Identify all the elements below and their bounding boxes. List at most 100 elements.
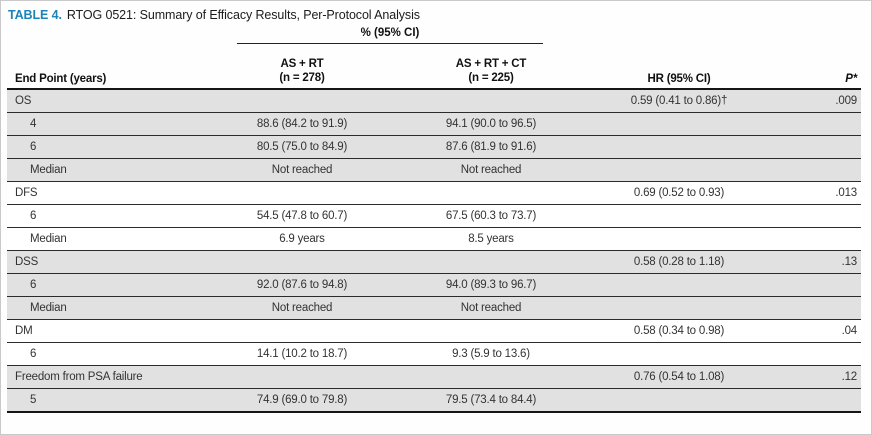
- hr-cell: [581, 113, 777, 135]
- endpoint-cell: 4: [30, 118, 37, 130]
- table-row: 6 80.5 (75.0 to 84.9) 87.6 (81.9 to 91.6…: [7, 135, 861, 158]
- table-row: 5 74.9 (69.0 to 79.8) 79.5 (73.4 to 84.4…: [7, 388, 861, 411]
- table-row: DFS 0.69 (0.52 to 0.93) .013: [7, 181, 861, 204]
- endpoint-cell: 6: [30, 141, 37, 153]
- endpoint-cell: 5: [30, 394, 37, 406]
- arm1-cell: [203, 366, 401, 388]
- endpoint-cell: 6: [30, 348, 37, 360]
- arm2-cell: [401, 251, 581, 273]
- hr-cell: [581, 159, 777, 181]
- hr-cell: [581, 343, 777, 365]
- arm1-cell: 80.5 (75.0 to 84.9): [256, 141, 348, 153]
- column-header-endpoint: End Point (years): [15, 73, 107, 85]
- hr-cell: [581, 136, 777, 158]
- p-cell: [777, 297, 861, 319]
- hr-cell: 0.59 (0.41 to 0.86)†: [630, 95, 728, 107]
- p-cell: .12: [841, 371, 858, 383]
- table-row: Freedom from PSA failure 0.76 (0.54 to 1…: [7, 365, 861, 388]
- arm1-cell: 6.9 years: [279, 233, 325, 245]
- endpoint-cell: Median: [30, 302, 67, 314]
- hr-cell: 0.69 (0.52 to 0.93): [633, 187, 725, 199]
- endpoint-cell: 6: [30, 210, 37, 222]
- hr-cell: 0.58 (0.34 to 0.98): [633, 325, 725, 337]
- arm2-cell: 94.0 (89.3 to 96.7): [445, 279, 537, 291]
- table-row: 4 88.6 (84.2 to 91.9) 94.1 (90.0 to 96.5…: [7, 112, 861, 135]
- table-row: Median Not reached Not reached: [7, 296, 861, 319]
- hr-cell: [581, 205, 777, 227]
- endpoint-cell: 6: [30, 279, 37, 291]
- arm2-cell: Not reached: [460, 302, 522, 314]
- endpoint-cell: OS: [15, 95, 32, 107]
- arm2-cell: Not reached: [460, 164, 522, 176]
- p-cell: [777, 343, 861, 365]
- arm2-cell: 8.5 years: [468, 233, 514, 245]
- arm2-cell: 67.5 (60.3 to 73.7): [445, 210, 537, 222]
- endpoint-cell: Freedom from PSA failure: [15, 371, 143, 383]
- p-cell: .13: [841, 256, 858, 268]
- arm1-n: (n = 278): [279, 71, 325, 84]
- endpoint-cell: DM: [15, 325, 33, 337]
- arm2-cell: 79.5 (73.4 to 84.4): [445, 394, 537, 406]
- table-row: DM 0.58 (0.34 to 0.98) .04: [7, 319, 861, 342]
- p-cell: [777, 159, 861, 181]
- table-row: 6 54.5 (47.8 to 60.7) 67.5 (60.3 to 73.7…: [7, 204, 861, 227]
- arm1-cell: [203, 182, 401, 204]
- arm2-cell: [401, 366, 581, 388]
- table-row: Median 6.9 years 8.5 years: [7, 227, 861, 250]
- table-row: 6 92.0 (87.6 to 94.8) 94.0 (89.3 to 96.7…: [7, 273, 861, 296]
- p-cell: [777, 274, 861, 296]
- table-row: 6 14.1 (10.2 to 18.7) 9.3 (5.9 to 13.6): [7, 342, 861, 365]
- endpoint-cell: Median: [30, 233, 67, 245]
- endpoint-cell: DSS: [15, 256, 39, 268]
- arm1-cell: 92.0 (87.6 to 94.8): [256, 279, 348, 291]
- endpoint-cell: DFS: [15, 187, 38, 199]
- column-header-hr: HR (95% CI): [647, 73, 711, 85]
- hr-cell: [581, 274, 777, 296]
- arm1-cell: [203, 320, 401, 342]
- p-cell: .04: [841, 325, 858, 337]
- p-cell: [777, 389, 861, 411]
- arm1-cell: 88.6 (84.2 to 91.9): [256, 118, 348, 130]
- arm2-cell: [401, 90, 581, 112]
- p-cell: .013: [835, 187, 857, 199]
- table-row: OS 0.59 (0.41 to 0.86)† .009: [7, 90, 861, 112]
- arm1-name: AS + RT: [280, 58, 324, 70]
- hr-cell: 0.76 (0.54 to 1.08): [633, 371, 725, 383]
- column-header-row: End Point (years) AS + RT (n = 278) AS +…: [7, 58, 861, 85]
- p-cell: [777, 136, 861, 158]
- table-caption: TABLE 4. RTOG 0521: Summary of Efficacy R…: [1, 1, 871, 22]
- arm1-cell: Not reached: [271, 302, 333, 314]
- arm1-cell: 14.1 (10.2 to 18.7): [256, 348, 348, 360]
- arm1-cell: [203, 251, 401, 273]
- arm2-name: AS + RT + CT: [455, 58, 527, 70]
- arm2-n: (n = 225): [468, 71, 514, 84]
- arm1-cell: 74.9 (69.0 to 79.8): [256, 394, 348, 406]
- table-number-label: TABLE 4.: [8, 8, 62, 22]
- arm2-cell: 9.3 (5.9 to 13.6): [452, 348, 530, 360]
- column-header-arm2: AS + RT + CT (n = 225): [401, 58, 581, 85]
- hr-cell: [581, 228, 777, 250]
- p-cell: [777, 205, 861, 227]
- arm1-cell: Not reached: [271, 164, 333, 176]
- arm2-cell: [401, 320, 581, 342]
- table-title: RTOG 0521: Summary of Efficacy Results, …: [66, 8, 420, 22]
- arm2-cell: 94.1 (90.0 to 96.5): [445, 118, 537, 130]
- arm1-cell: [203, 90, 401, 112]
- table-header: % (95% CI) End Point (years) AS + RT (n …: [7, 22, 861, 90]
- table-row: DSS 0.58 (0.28 to 1.18) .13: [7, 250, 861, 273]
- arm2-cell: 87.6 (81.9 to 91.6): [445, 141, 537, 153]
- column-header-p: P*: [845, 73, 857, 85]
- p-cell: [777, 228, 861, 250]
- arm2-cell: [401, 182, 581, 204]
- hr-cell: [581, 297, 777, 319]
- column-header-arm1: AS + RT (n = 278): [203, 58, 401, 85]
- p-cell: .009: [835, 95, 857, 107]
- endpoint-cell: Median: [30, 164, 67, 176]
- column-spanner-pct-ci: % (95% CI): [237, 27, 543, 44]
- table-body: OS 0.59 (0.41 to 0.86)† .009 4 88.6 (84.…: [7, 90, 861, 413]
- p-cell: [777, 113, 861, 135]
- table-row: Median Not reached Not reached: [7, 158, 861, 181]
- hr-cell: 0.58 (0.28 to 1.18): [633, 256, 725, 268]
- arm1-cell: 54.5 (47.8 to 60.7): [256, 210, 348, 222]
